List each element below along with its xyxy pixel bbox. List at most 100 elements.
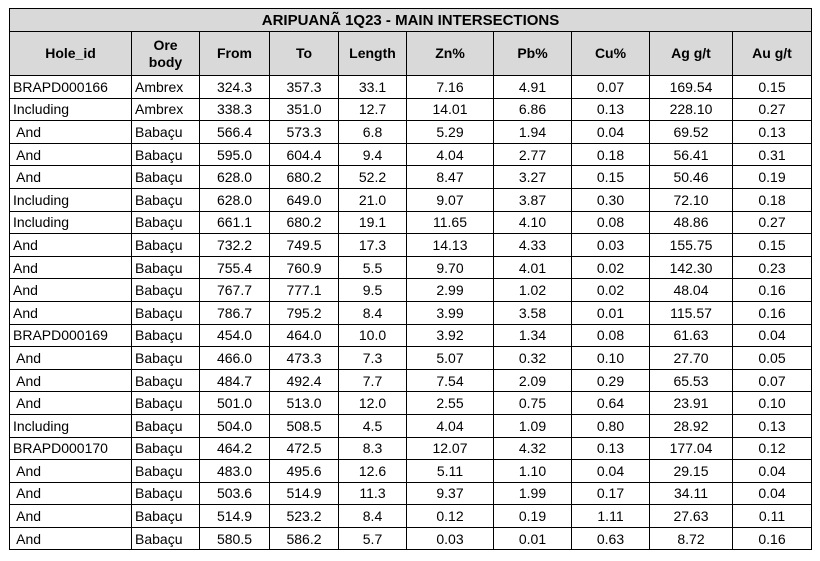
value-cell: 566.4 (199, 120, 270, 144)
value-cell: 1.02 (493, 278, 572, 302)
value-cell: 4.10 (493, 210, 572, 235)
value-cell: 732.2 (199, 233, 270, 257)
value-cell: 466.0 (199, 346, 270, 370)
value-cell: 0.18 (571, 142, 650, 167)
value-cell: 12.7 (338, 97, 407, 122)
value-cell: 48.04 (649, 278, 733, 302)
hole-id-cell: And (9, 368, 132, 393)
value-cell: 0.32 (493, 346, 572, 370)
value-cell: 169.54 (649, 75, 733, 99)
value-cell: 495.6 (269, 459, 339, 483)
value-cell: 0.23 (731, 255, 813, 280)
value-cell: 0.31 (731, 142, 813, 167)
column-header: Zn% (406, 31, 494, 76)
hole-id-cell: BRAPD000170 (9, 436, 132, 461)
column-header: Length (338, 31, 407, 76)
value-cell: 0.01 (493, 526, 572, 551)
ore-body-cell: Babaçu (131, 255, 200, 280)
column-header: From (199, 31, 270, 76)
value-cell: 0.08 (571, 210, 650, 235)
value-cell: 7.7 (338, 368, 407, 393)
value-cell: 3.92 (406, 323, 494, 348)
value-cell: 767.7 (199, 278, 270, 302)
hole-id-cell: And (9, 255, 132, 280)
value-cell: 0.02 (571, 255, 650, 280)
value-cell: 628.0 (199, 165, 270, 189)
table-row: Including Ambrex 338.3 351.0 12.7 14.01 6.86 0.… (9, 97, 813, 122)
value-cell: 3.27 (493, 165, 572, 189)
value-cell: 0.30 (571, 187, 650, 212)
value-cell: 29.15 (649, 459, 733, 483)
value-cell: 1.99 (493, 481, 572, 506)
value-cell: 11.65 (406, 210, 494, 235)
value-cell: 0.07 (571, 75, 650, 99)
value-cell: 0.10 (571, 346, 650, 370)
ore-body-cell: Babaçu (131, 300, 200, 325)
value-cell: 0.01 (571, 300, 650, 325)
column-header: Pb% (493, 31, 572, 76)
value-cell: 4.33 (493, 233, 572, 257)
table-row: And Babaçu 466.0 473.3 7.3 5.07 0.32 0.10 27.70 0… (9, 346, 813, 370)
ore-body-cell: Babaçu (131, 187, 200, 212)
value-cell: 4.5 (338, 413, 407, 438)
table-row: And Babaçu 628.0 680.2 52.2 8.47 3.27 0.15 50.46… (9, 165, 813, 189)
table-row: And Babaçu 786.7 795.2 8.4 3.99 3.58 0.01 115.57… (9, 300, 813, 325)
value-cell: 9.07 (406, 187, 494, 212)
value-cell: 501.0 (199, 391, 270, 415)
value-cell: 6.86 (493, 97, 572, 122)
value-cell: 508.5 (269, 413, 339, 438)
hole-id-cell: And (9, 233, 132, 257)
value-cell: 1.11 (571, 504, 650, 528)
value-cell: 5.7 (338, 526, 407, 551)
value-cell: 3.87 (493, 187, 572, 212)
value-cell: 0.16 (731, 300, 813, 325)
value-cell: 755.4 (199, 255, 270, 280)
value-cell: 6.8 (338, 120, 407, 144)
value-cell: 0.16 (731, 278, 813, 302)
hole-id-cell: And (9, 278, 132, 302)
value-cell: 61.63 (649, 323, 733, 348)
value-cell: 0.13 (571, 97, 650, 122)
value-cell: 795.2 (269, 300, 339, 325)
ore-body-cell: Babaçu (131, 526, 200, 551)
value-cell: 324.3 (199, 75, 270, 99)
value-cell: 5.11 (406, 459, 494, 483)
value-cell: 5.5 (338, 255, 407, 280)
table-row: And Babaçu 595.0 604.4 9.4 4.04 2.77 0.18 56.41 0… (9, 142, 813, 167)
value-cell: 5.29 (406, 120, 494, 144)
ore-body-cell: Babaçu (131, 120, 200, 144)
ore-body-cell: Babaçu (131, 413, 200, 438)
value-cell: 0.04 (571, 459, 650, 483)
hole-id-cell: And (9, 300, 132, 325)
table-row: BRAPD000169 Babaçu 454.0 464.0 10.0 3.92 1.34 0… (9, 323, 813, 348)
value-cell: 14.13 (406, 233, 494, 257)
value-cell: 3.99 (406, 300, 494, 325)
ore-body-cell: Ambrex (131, 97, 200, 122)
value-cell: 142.30 (649, 255, 733, 280)
value-cell: 0.18 (731, 187, 813, 212)
ore-body-cell: Babaçu (131, 210, 200, 235)
value-cell: 351.0 (269, 97, 339, 122)
table-row: Including Babaçu 504.0 508.5 4.5 4.04 1.09 0.80… (9, 413, 813, 438)
value-cell: 0.17 (571, 481, 650, 506)
value-cell: 514.9 (199, 504, 270, 528)
value-cell: 0.07 (731, 368, 813, 393)
value-cell: 8.72 (649, 526, 733, 551)
table-row: And Babaçu 484.7 492.4 7.7 7.54 2.09 0.29 65.53 0… (9, 368, 813, 393)
value-cell: 0.03 (571, 233, 650, 257)
value-cell: 504.0 (199, 413, 270, 438)
value-cell: 1.34 (493, 323, 572, 348)
ore-body-cell: Babaçu (131, 165, 200, 189)
value-cell: 14.01 (406, 97, 494, 122)
value-cell: 0.05 (731, 346, 813, 370)
value-cell: 0.63 (571, 526, 650, 551)
value-cell: 1.94 (493, 120, 572, 144)
column-header: Ore body (131, 31, 200, 76)
value-cell: 50.46 (649, 165, 733, 189)
value-cell: 2.09 (493, 368, 572, 393)
value-cell: 473.3 (269, 346, 339, 370)
value-cell: 10.0 (338, 323, 407, 348)
value-cell: 2.99 (406, 278, 494, 302)
value-cell: 8.3 (338, 436, 407, 461)
value-cell: 0.04 (731, 481, 813, 506)
